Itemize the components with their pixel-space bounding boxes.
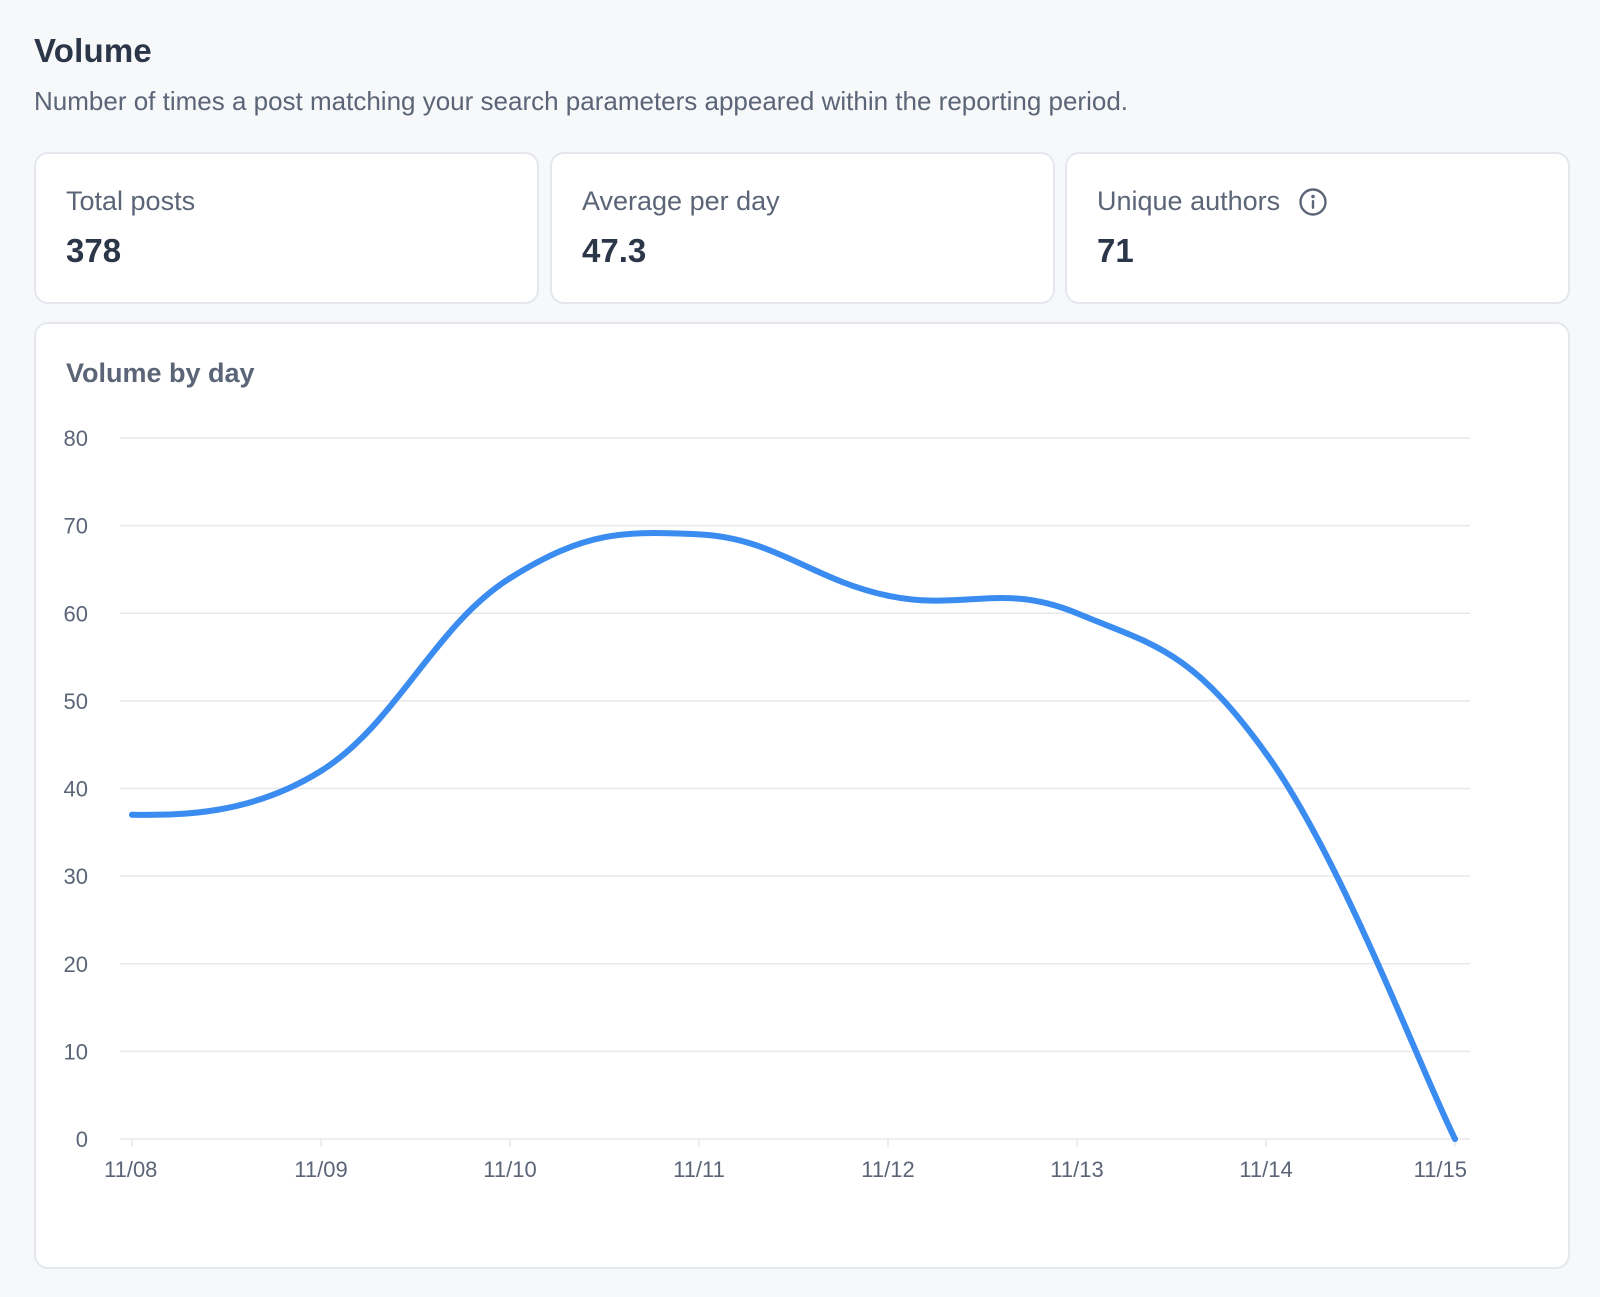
x-tick-label: 11/11 <box>673 1157 725 1182</box>
x-tick-label: 11/13 <box>1050 1157 1103 1182</box>
data-point <box>1263 750 1269 757</box>
x-tick-label: 11/12 <box>861 1157 914 1182</box>
stat-value: 378 <box>66 232 122 269</box>
series-line <box>129 530 1458 1142</box>
stat-card-average-per-day: Average per day 47.3 <box>550 152 1055 304</box>
stat-label-text: Unique authors <box>1097 186 1281 216</box>
stat-label-text: Total posts <box>66 186 196 216</box>
section-title: Volume <box>34 32 152 69</box>
stat-card-total-posts: Total posts 378 <box>34 152 539 304</box>
stat-value: 47.3 <box>582 232 647 269</box>
x-tick-label: 11/15 <box>1414 1157 1467 1182</box>
y-tick-label: 80 <box>64 426 88 451</box>
x-tick-label: 11/14 <box>1239 1157 1292 1182</box>
y-tick-label: 30 <box>64 864 88 889</box>
stat-label-text: Average per day <box>582 186 780 216</box>
info-icon[interactable] <box>1298 187 1328 217</box>
volume-line-chart: 0 10 20 30 40 50 60 70 80 11/08 11/09 11/10 11/11 11/… <box>64 426 1470 1182</box>
data-point <box>507 575 513 582</box>
chart-title: Volume by day <box>66 358 255 388</box>
y-tick-label: 60 <box>64 601 88 626</box>
data-point <box>1452 1136 1458 1142</box>
stat-value: 71 <box>1097 232 1134 269</box>
stat-label: Average per day <box>582 186 780 217</box>
chart-card: Volume by day 0 10 20 30 40 50 60 70 80 11/08 11/0… <box>34 322 1570 1269</box>
stat-label: Unique authors <box>1097 186 1328 217</box>
section-description: Number of times a post matching your sea… <box>34 86 1129 116</box>
y-tick-label: 10 <box>64 1039 88 1064</box>
data-point <box>129 811 135 818</box>
stat-label: Total posts <box>66 186 195 217</box>
data-point <box>885 592 891 599</box>
data-point <box>318 767 324 774</box>
y-tick-label: 70 <box>64 514 88 539</box>
y-tick-label: 20 <box>64 952 88 977</box>
x-tick-label: 11/09 <box>294 1157 347 1182</box>
y-tick-label: 40 <box>64 777 88 802</box>
y-tick-label: 0 <box>76 1127 88 1152</box>
data-point <box>696 531 702 538</box>
x-tick-label: 11/08 <box>104 1157 157 1182</box>
x-tick-label: 11/10 <box>483 1157 536 1182</box>
y-tick-label: 50 <box>64 689 88 714</box>
stat-card-unique-authors: Unique authors 71 <box>1065 152 1570 304</box>
data-point <box>1074 610 1080 617</box>
